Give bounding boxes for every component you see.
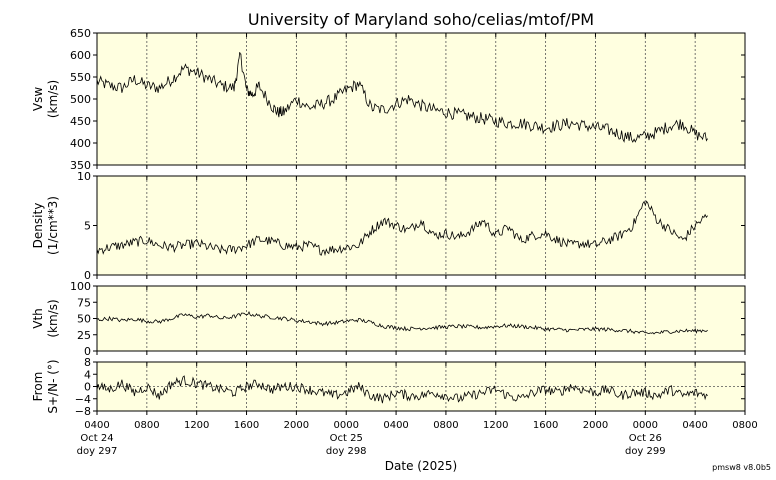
panel-2: 0 5 10 Density (1/cm**3) [31,170,746,282]
y-tick-label: 4 [84,368,91,381]
x-tick-label: 1600 [533,420,558,431]
y-axis-label: (1/cm**3) [46,196,60,255]
series-line [96,311,708,335]
y-tick-label: 8 [84,356,91,369]
x-date-label: Oct 24 [80,433,113,444]
x-doy-label: doy 297 [77,446,118,457]
y-tick-label: 650 [70,27,91,40]
y-axis-label: (km/s) [46,80,60,118]
panel-background [97,33,745,165]
y-axis-label: Vsw [31,87,45,111]
y-tick-label: 350 [70,159,91,172]
y-tick-label: −8 [75,405,91,418]
x-tick-label: 0800 [433,420,458,431]
x-axis-label: Date (2025) [385,459,457,473]
panel-background [97,286,745,351]
x-doy-label: doy 299 [625,446,666,457]
y-axis-label: From [31,372,45,402]
y-tick-label: 50 [77,313,91,326]
y-tick-label: 450 [70,115,91,128]
y-tick-label: 0 [84,381,91,394]
chart-title: University of Maryland soho/celias/mtof/… [248,10,594,29]
x-tick-label: 0000 [334,420,359,431]
x-tick-label: 0400 [383,420,408,431]
y-axis-label: Vth [31,308,45,329]
y-tick-label: 0 [84,345,91,358]
x-tick-label: 1200 [184,420,209,431]
x-axis: 0400 0800 1200 1600 2000 0000 0400 0800 1200 1600… [77,420,758,457]
panel-background [97,176,745,275]
y-tick-label: 500 [70,93,91,106]
y-tick-label: 25 [77,329,91,342]
x-date-label: Oct 26 [629,433,662,444]
panel-3: 0 25 50 75 100 Vth (km/s) [31,280,746,358]
x-tick-label: 1600 [234,420,259,431]
y-tick-label: 100 [70,280,91,293]
y-tick-label: 10 [77,170,91,183]
x-tick-label: 0800 [134,420,159,431]
y-axis-label: (km/s) [46,299,60,337]
y-tick-label: 0 [84,269,91,282]
x-tick-label: 0800 [732,420,757,431]
y-tick-label: 550 [70,71,91,84]
x-tick-label: 2000 [583,420,608,431]
x-tick-label: 1200 [483,420,508,431]
panel-1: 350 400 450 500 550 600 650 Vsw (km/s) [31,27,746,172]
x-tick-label: 2000 [284,420,309,431]
series-line [96,375,708,404]
series-line [96,200,708,257]
y-axis-label: S+/N- (°) [46,359,60,413]
y-tick-label: 400 [70,137,91,150]
series-line [96,52,708,143]
y-tick-label: 600 [70,49,91,62]
x-date-label: Oct 25 [330,433,363,444]
x-tick-label: 0000 [633,420,658,431]
x-tick-label: 0400 [682,420,707,431]
y-axis-label: Density [31,203,45,249]
y-tick-label: 75 [77,296,91,309]
x-tick-label: 0400 [84,420,109,431]
y-tick-label: −4 [75,393,91,406]
x-doy-label: doy 298 [326,446,367,457]
credit-label: pmsw8 v8.0b5 [712,463,771,472]
y-tick-label: 5 [84,220,91,233]
